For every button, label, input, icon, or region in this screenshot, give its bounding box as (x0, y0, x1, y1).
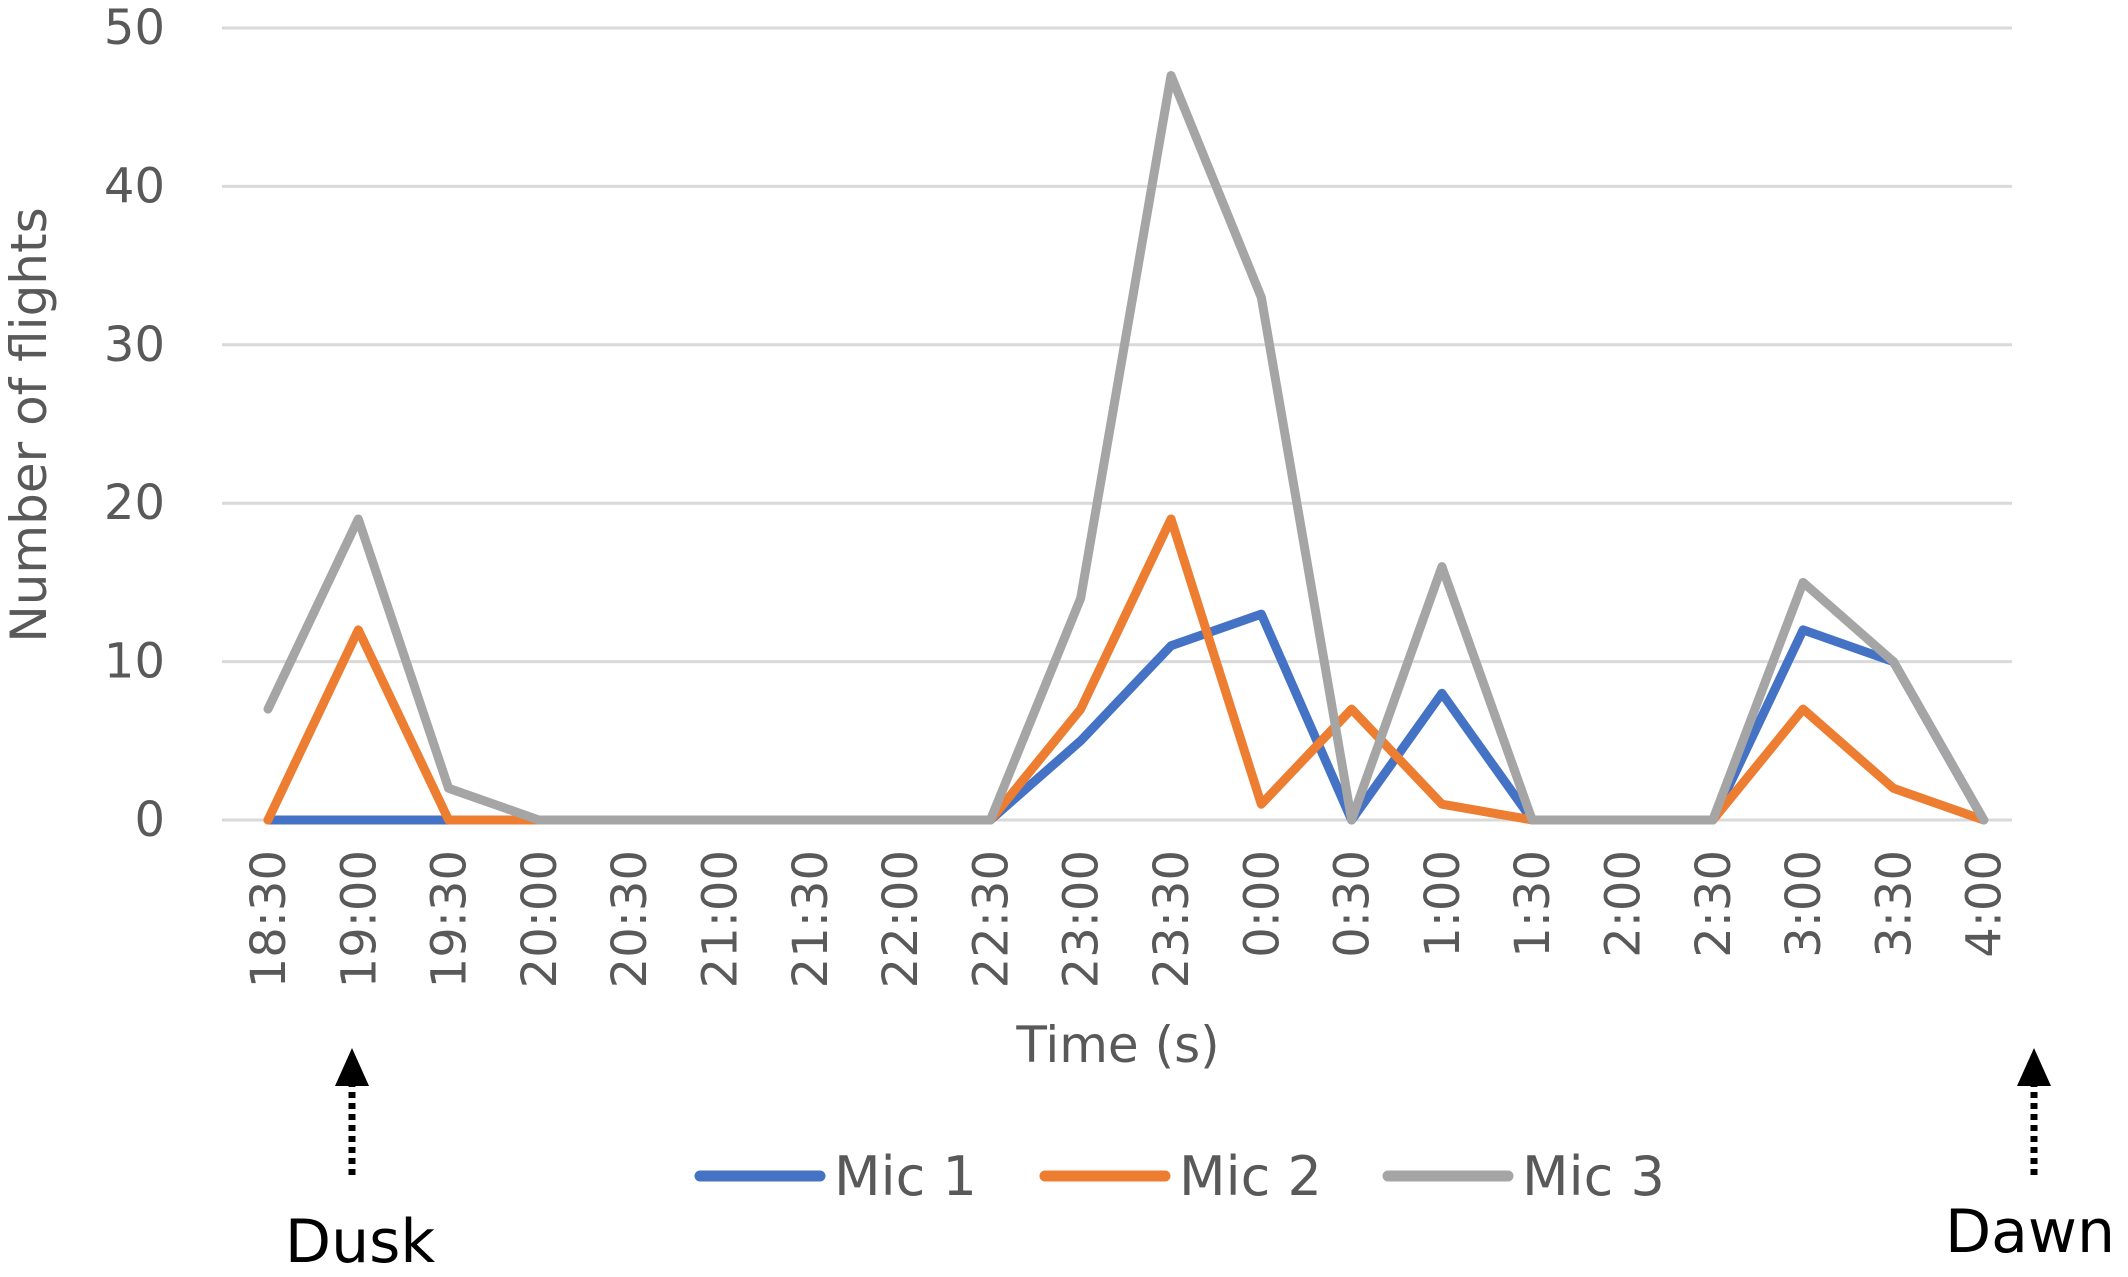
y-tick-label: 0 (134, 792, 165, 848)
y-tick-label: 40 (104, 158, 165, 214)
annotations: Dusk Dawn (285, 1048, 2115, 1277)
x-tick-label: 18:30 (241, 850, 297, 988)
x-tick-label: 3:00 (1776, 850, 1832, 958)
x-tick-label: 23:00 (1054, 850, 1110, 988)
y-tick-labels: 0 10 20 30 40 50 (104, 0, 165, 848)
legend-label: Mic 2 (1179, 1145, 1322, 1208)
y-tick-label: 50 (104, 0, 165, 56)
x-axis-title: Time (s) (1015, 1016, 1219, 1074)
x-tick-label: 2:30 (1686, 850, 1742, 958)
y-tick-label: 30 (104, 317, 165, 373)
legend: Mic 1 Mic 2 Mic 3 (694, 1145, 1665, 1208)
annotation-label-dusk: Dusk (285, 1207, 435, 1272)
x-tick-label: 21:30 (783, 850, 839, 988)
legend-label: Mic 3 (1522, 1145, 1665, 1208)
y-axis-title: Number of flights (0, 207, 58, 642)
x-tick-label: 23:30 (1144, 850, 1200, 988)
x-tick-label: 22:30 (963, 850, 1019, 988)
dotted-up-arrow-icon (2017, 1048, 2051, 1175)
x-tick-label: 0:30 (1325, 850, 1381, 958)
x-tick-label: 19:00 (331, 850, 387, 988)
dotted-up-arrow-icon (335, 1048, 369, 1175)
x-tick-label: 4:00 (1957, 850, 2013, 958)
annotation-label-dawn: Dawn (1945, 1197, 2115, 1267)
x-tick-label: 19:30 (422, 850, 478, 988)
x-tick-label: 20:30 (602, 850, 658, 988)
x-tick-label: 1:00 (1415, 850, 1471, 958)
legend-label: Mic 1 (834, 1145, 977, 1208)
series-lines (263, 71, 1989, 825)
x-tick-label: 20:00 (512, 850, 568, 988)
x-tick-label: 3:30 (1866, 850, 1922, 958)
y-tick-label: 10 (104, 634, 165, 690)
x-tick-label: 1:30 (1505, 850, 1561, 958)
x-tick-label: 0:00 (1234, 850, 1290, 958)
x-tick-labels: 18:30 19:00 19:30 20:00 20:30 21:00 21:30 22:00… (241, 850, 2013, 988)
y-tick-label: 20 (104, 475, 165, 531)
x-tick-label: 2:00 (1596, 850, 1652, 958)
x-tick-label: 21:00 (693, 850, 749, 988)
x-tick-label: 22:00 (873, 850, 929, 988)
series-line-mic-3 (263, 71, 1989, 825)
